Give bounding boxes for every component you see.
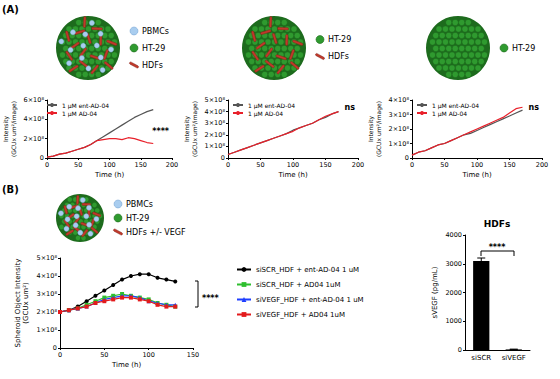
svg-text:2000: 2000 <box>445 289 462 297</box>
svg-text:PBMCs: PBMCs <box>142 27 169 36</box>
svg-text:3×10⁸: 3×10⁸ <box>389 111 410 119</box>
svg-text:150: 150 <box>187 351 199 359</box>
svg-text:50: 50 <box>256 161 264 169</box>
svg-text:HT-29: HT-29 <box>142 44 165 53</box>
svg-text:HT-29: HT-29 <box>328 35 351 44</box>
svg-text:0: 0 <box>221 154 225 162</box>
svg-text:****: **** <box>152 127 170 136</box>
svg-text:150: 150 <box>319 161 331 169</box>
svg-text:50: 50 <box>100 351 108 359</box>
svg-text:sVEGF (pg/mL): sVEGF (pg/mL) <box>431 266 439 318</box>
svg-text:1000: 1000 <box>445 317 462 325</box>
svg-text:ns: ns <box>529 103 540 112</box>
svg-text:3×10⁸: 3×10⁸ <box>205 119 226 127</box>
svg-text:2×10⁸: 2×10⁸ <box>24 135 45 143</box>
svg-text:****: **** <box>202 294 220 303</box>
svg-text:4×10⁸: 4×10⁸ <box>205 108 226 116</box>
svg-text:4×10⁸: 4×10⁸ <box>24 115 45 123</box>
svg-text:(GCUx um²): (GCUx um²) <box>22 282 30 324</box>
svg-text:3×10⁸: 3×10⁸ <box>37 290 58 298</box>
svg-text:2×10⁸: 2×10⁸ <box>205 131 226 139</box>
svg-text:siVEGF_HDF + ent-AD-04 1 uM: siVEGF_HDF + ent-AD-04 1 uM <box>256 296 364 304</box>
svg-text:4×10⁸: 4×10⁸ <box>37 272 58 280</box>
svg-text:100: 100 <box>103 161 115 169</box>
svg-text:0: 0 <box>410 161 414 169</box>
svg-text:HT-29: HT-29 <box>512 44 535 53</box>
svg-text:6×10⁸: 6×10⁸ <box>24 96 45 104</box>
svg-text:HDFs: HDFs <box>142 61 163 70</box>
svg-text:50: 50 <box>74 161 82 169</box>
svg-text:Intensity: Intensity <box>183 115 191 142</box>
svg-text:50: 50 <box>440 161 448 169</box>
svg-text:Time (h): Time (h) <box>461 171 492 179</box>
svg-text:1 μM ent-AD-04: 1 μM ent-AD-04 <box>62 102 109 110</box>
svg-text:ns: ns <box>345 103 356 112</box>
svg-text:(GCUx um²/image): (GCUx um²/image) <box>191 101 199 157</box>
svg-text:1 μM AD-04: 1 μM AD-04 <box>432 110 467 118</box>
svg-text:1×10⁸: 1×10⁸ <box>389 140 410 148</box>
svg-text:0: 0 <box>45 161 49 169</box>
svg-text:****: **** <box>489 243 507 252</box>
svg-text:(GCUx um²/image): (GCUx um²/image) <box>10 101 18 157</box>
svg-text:Time (h): Time (h) <box>111 361 142 369</box>
svg-text:siSCR_HDF + AD04 1uM: siSCR_HDF + AD04 1uM <box>256 281 341 289</box>
svg-text:1 μM AD-04: 1 μM AD-04 <box>248 110 283 118</box>
svg-text:HDFs: HDFs <box>484 219 511 229</box>
svg-text:150: 150 <box>503 161 515 169</box>
svg-text:0: 0 <box>53 344 57 352</box>
svg-text:5×10⁸: 5×10⁸ <box>205 96 226 104</box>
svg-text:3000: 3000 <box>445 260 462 268</box>
svg-text:1×10⁸: 1×10⁸ <box>37 326 58 334</box>
svg-text:Spheroid Object Intensity: Spheroid Object Intensity <box>14 259 22 348</box>
svg-text:150: 150 <box>135 161 147 169</box>
svg-text:siSCR: siSCR <box>471 354 491 362</box>
svg-text:HDFs +/- VEGF: HDFs +/- VEGF <box>126 228 186 237</box>
svg-text:1×10⁸: 1×10⁸ <box>205 142 226 150</box>
svg-text:200: 200 <box>166 161 178 169</box>
svg-text:Intensity: Intensity <box>367 115 375 142</box>
svg-text:Time (h): Time (h) <box>94 171 125 179</box>
svg-text:0: 0 <box>40 154 44 162</box>
svg-text:4000: 4000 <box>445 231 462 239</box>
svg-text:0: 0 <box>458 346 462 354</box>
svg-text:HDFs: HDFs <box>328 52 349 61</box>
svg-text:200: 200 <box>536 161 548 169</box>
svg-text:2×10⁸: 2×10⁸ <box>389 125 410 133</box>
svg-text:1 μM ent-AD-04: 1 μM ent-AD-04 <box>432 102 479 110</box>
svg-text:siVEGF_HDF + AD04 1uM: siVEGF_HDF + AD04 1uM <box>256 311 345 319</box>
svg-text:1 μM AD-04: 1 μM AD-04 <box>62 110 97 118</box>
svg-text:Intensity: Intensity <box>2 115 10 142</box>
svg-text:5×10⁸: 5×10⁸ <box>37 254 58 262</box>
svg-text:0: 0 <box>226 161 230 169</box>
svg-text:2×10⁸: 2×10⁸ <box>37 308 58 316</box>
svg-text:siSCR_HDF + ent-AD-04 1 uM: siSCR_HDF + ent-AD-04 1 uM <box>256 266 359 274</box>
svg-text:200: 200 <box>352 161 364 169</box>
svg-text:(A): (A) <box>2 4 19 15</box>
svg-text:(GCUx um²/image): (GCUx um²/image) <box>375 101 383 157</box>
svg-text:100: 100 <box>287 161 299 169</box>
svg-text:PBMCs: PBMCs <box>126 200 153 209</box>
svg-text:100: 100 <box>471 161 483 169</box>
svg-text:100: 100 <box>142 351 154 359</box>
svg-text:0: 0 <box>58 351 62 359</box>
svg-text:HT-29: HT-29 <box>126 214 149 223</box>
svg-text:siVEGF: siVEGF <box>502 354 526 362</box>
svg-text:Time (h): Time (h) <box>277 171 308 179</box>
svg-text:4×10⁸: 4×10⁸ <box>389 96 410 104</box>
svg-text:0: 0 <box>405 154 409 162</box>
svg-text:(B): (B) <box>2 184 19 195</box>
svg-text:1 μM ent-AD-04: 1 μM ent-AD-04 <box>248 102 295 110</box>
